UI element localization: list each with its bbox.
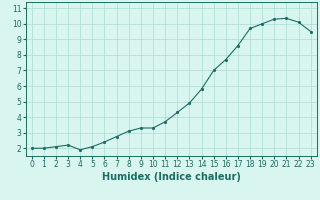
X-axis label: Humidex (Indice chaleur): Humidex (Indice chaleur) <box>102 172 241 182</box>
